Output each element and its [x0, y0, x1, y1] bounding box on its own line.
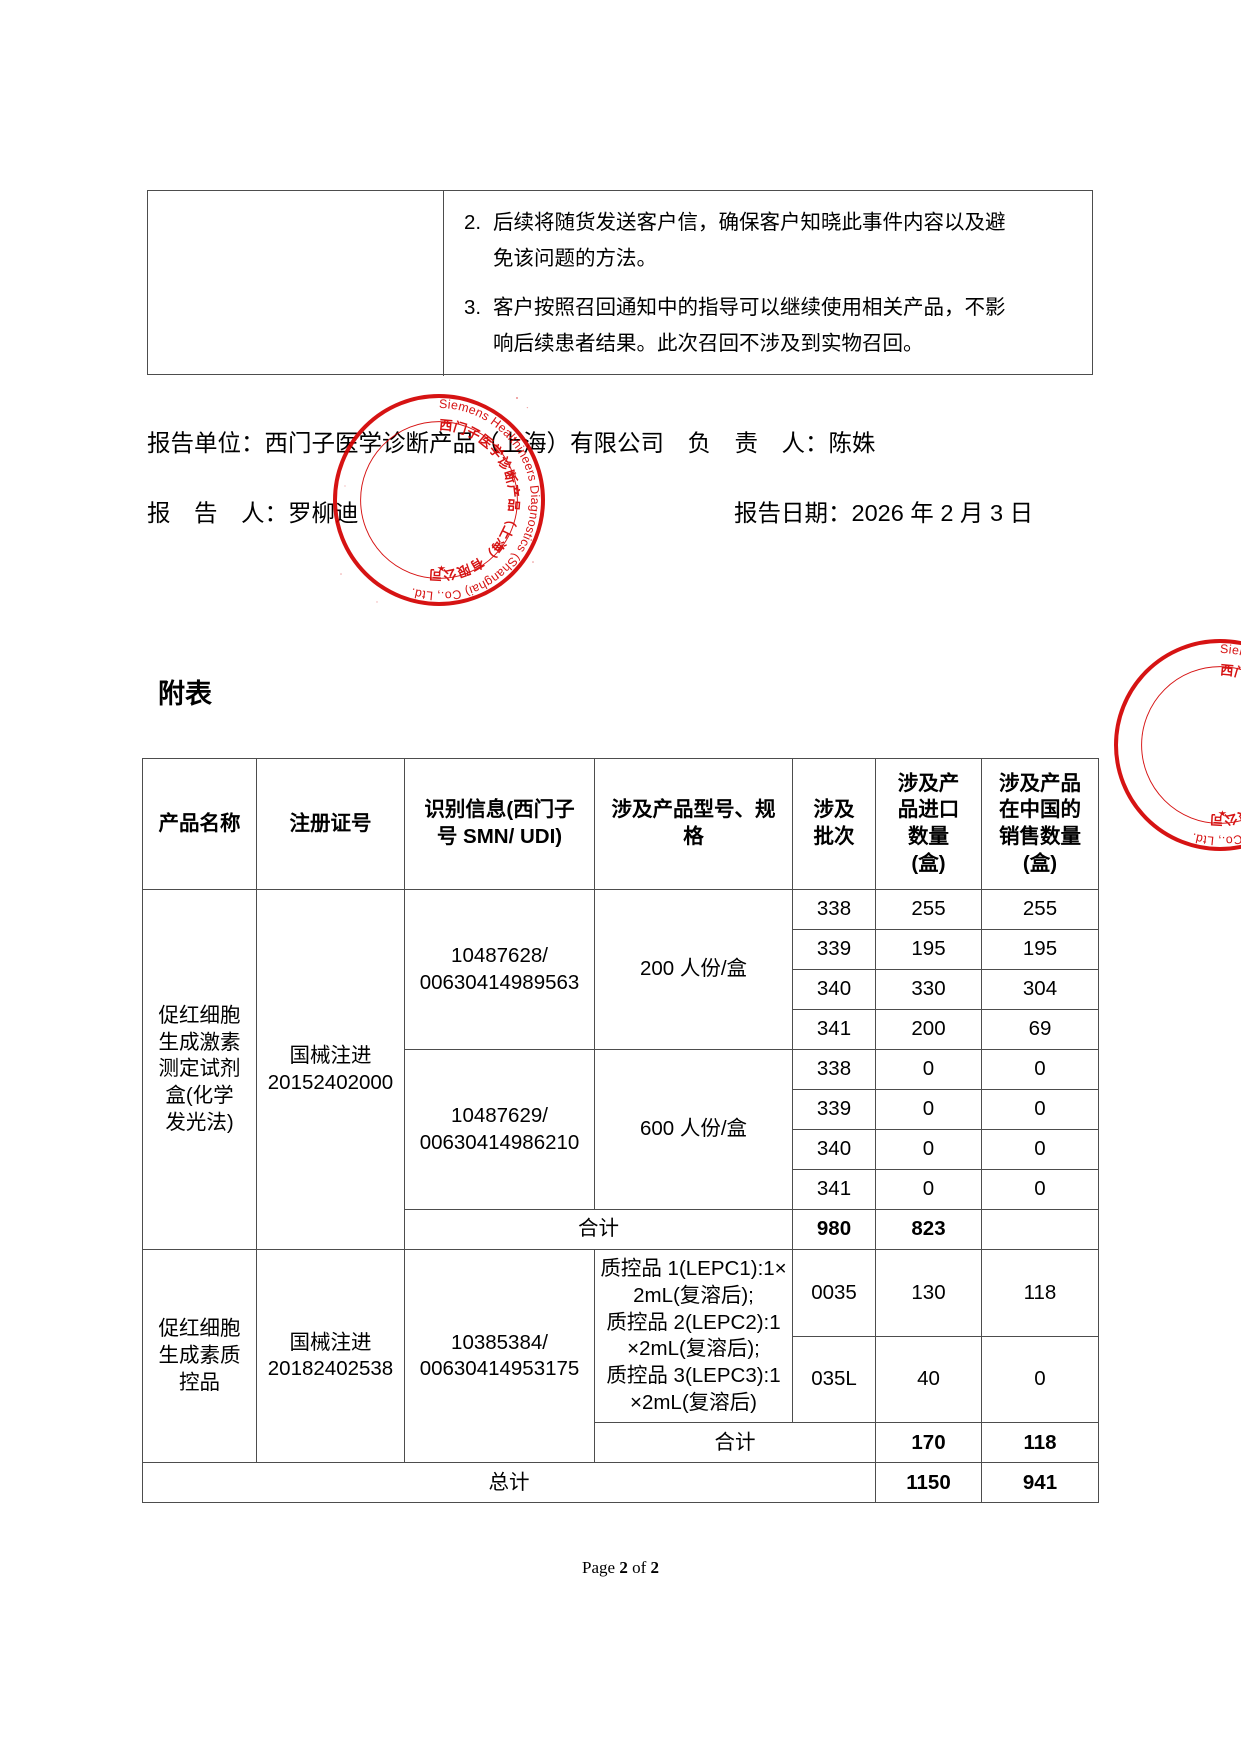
- svg-text:西门子医学诊断产品（上海）有限公司: 西门子医学诊断产品（上海）有限公司: [1209, 662, 1241, 827]
